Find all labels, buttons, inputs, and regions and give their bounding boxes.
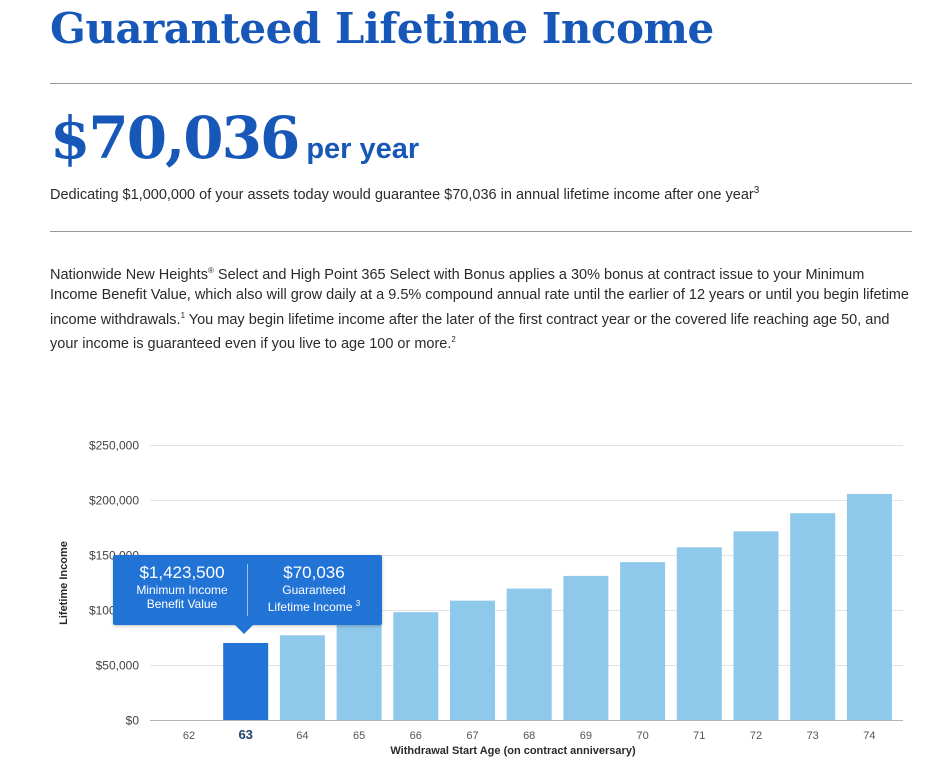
x-tick-label[interactable]: 67 (466, 730, 478, 742)
registered-mark: ® (207, 266, 214, 275)
product-description: Nationwide New Heights® Select and High … (50, 261, 910, 354)
x-tick-label[interactable]: 66 (410, 730, 422, 742)
divider-middle (50, 231, 912, 232)
per-year-label: per year (306, 133, 420, 165)
x-tick-label[interactable]: 65 (353, 730, 365, 742)
y-axis-title: Lifetime Income (58, 541, 70, 625)
footnote-ref[interactable]: 2 (451, 335, 456, 345)
y-tick-label: $200,000 (89, 494, 139, 508)
y-tick-label: $0 (126, 714, 140, 728)
bar-age-70[interactable] (620, 562, 666, 720)
x-tick-label[interactable]: 73 (807, 730, 819, 742)
y-tick-label: $50,000 (96, 659, 140, 673)
x-tick-label[interactable]: 72 (750, 730, 762, 742)
description-part-3: You may begin lifetime income after the … (50, 311, 890, 352)
tooltip-income-value: $70,036 (283, 563, 345, 582)
divider-top (50, 83, 912, 84)
annual-income-amount: $70,036 (50, 104, 300, 172)
bar-age-72[interactable] (733, 531, 779, 720)
bar-age-69[interactable] (563, 575, 609, 720)
footnote-ref: 3 (355, 599, 361, 608)
x-tick-label[interactable]: 70 (636, 730, 648, 742)
tooltip-income-group: $70,036 Guaranteed Lifetime Income 3 (247, 563, 381, 614)
tooltip-benefit-label-line1: Minimum Income (136, 583, 228, 597)
tooltip-income-label-line2: Lifetime Income (267, 600, 353, 614)
bar-age-73[interactable] (790, 513, 836, 720)
x-axis-title: Withdrawal Start Age (on contract annive… (390, 745, 636, 757)
x-tick-label[interactable]: 74 (863, 730, 875, 742)
income-amount-row: $70,036 per year (50, 104, 419, 172)
dedication-text: Dedicating $1,000,000 of your assets tod… (50, 185, 759, 203)
bar-age-65[interactable] (336, 623, 382, 720)
bar-age-68[interactable] (506, 588, 552, 720)
x-tick-label[interactable]: 64 (296, 730, 308, 742)
bar-tooltip: $1,423,500 Minimum Income Benefit Value … (113, 555, 382, 634)
tooltip-income-label-line2-group: Lifetime Income 3 (247, 597, 381, 614)
tooltip-benefit-value: $1,423,500 (139, 563, 225, 582)
bar-age-63[interactable] (223, 642, 269, 720)
bar-age-66[interactable] (393, 612, 439, 720)
page-title: Guaranteed Lifetime Income (50, 4, 714, 53)
footnote-ref[interactable]: 1 (180, 310, 186, 320)
tooltip-benefit-value-group: $1,423,500 Minimum Income Benefit Value (115, 563, 249, 611)
x-tick-label[interactable]: 69 (580, 730, 592, 742)
dedication-sentence: Dedicating $1,000,000 of your assets tod… (50, 186, 754, 203)
x-tick-label[interactable]: 63 (238, 727, 252, 742)
tooltip-divider (247, 564, 248, 616)
bar-age-64[interactable] (279, 635, 325, 720)
bar-age-74[interactable] (846, 493, 892, 720)
x-tick-label[interactable]: 71 (693, 730, 705, 742)
description-part-1: Nationwide New Heights (50, 266, 208, 283)
tooltip-benefit-label-line2: Benefit Value (146, 597, 218, 611)
y-tick-label: $250,000 (89, 439, 139, 453)
x-tick-label[interactable]: 62 (183, 730, 195, 742)
footnote-ref[interactable]: 3 (753, 185, 760, 196)
bar-age-71[interactable] (676, 547, 722, 720)
description-part-2: Select and High Point 365 Select with Bo… (50, 266, 909, 328)
bar-age-67[interactable] (450, 600, 495, 720)
x-tick-label[interactable]: 68 (523, 730, 535, 742)
tooltip-income-label-line1: Guaranteed (282, 583, 346, 597)
